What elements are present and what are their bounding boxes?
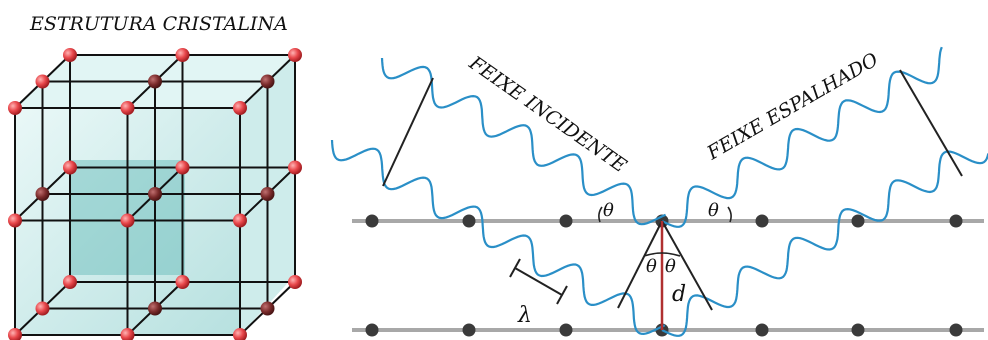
plane-atom [851,323,865,337]
lattice-atom [148,301,162,316]
lattice-atom [120,328,135,340]
wavelength-bracket-line [514,267,563,296]
plane-atom [559,214,573,228]
spacing-label: d [672,282,686,307]
plane-atom [559,323,573,337]
lattice-atom [35,74,50,89]
lattice-atom [8,328,22,340]
plane-atom [365,214,379,228]
plane-atoms [365,214,963,337]
scattered-wave-upper [661,46,943,228]
scattered-wavefront-line [899,69,963,177]
wave-paths [330,46,988,337]
bragg-diagram: FEIXE INCIDENTE FEIXE ESPALHADO θ θ θ θ … [330,46,988,337]
lattice-atom [35,187,50,201]
lattice-atom [288,160,302,175]
triangle-left-edge [617,220,663,309]
lattice-atom [63,275,77,289]
crystal-structure: ESTRUTURA CRISTALINA [8,13,302,340]
wavelength-tick-left [509,258,521,278]
plane-atom [949,323,963,337]
lattice-atom [233,328,247,340]
plane-atom [949,214,963,228]
plane-atom [365,323,379,337]
theta-label-right: θ [708,200,719,221]
lattice-atom [288,48,302,62]
lattice-atom [35,301,50,316]
lattice-atom [148,187,162,201]
incident-beam-label: FEIXE INCIDENTE [464,52,630,178]
plane-atom [755,214,769,228]
lattice-atom [260,187,275,201]
lattice-atom [233,213,247,228]
theta-label-inner-left: θ [646,256,657,277]
lattice-atom [175,160,190,175]
lattice-atom [148,74,162,89]
triangle-right-edge [661,220,713,311]
wavelength-label: λ [517,303,532,328]
lattice-atom [63,160,77,175]
wavelength-tick-right [556,285,568,305]
lattice-atom [233,101,247,115]
lattice-atom [8,101,22,115]
lattice-atom [175,275,190,289]
plane-atom [462,323,476,337]
plane-atom [462,214,476,228]
lattice-atoms [8,48,302,340]
lattice-atom [63,48,77,62]
lattice-atom [288,275,302,289]
scattered-wave-lower [661,150,988,337]
theta-label-inner-right: θ [665,256,676,277]
lattice-atom [260,74,275,89]
lattice-atom [175,48,190,62]
plane-atom [755,323,769,337]
lattice-atom [120,213,135,228]
crystal-title: ESTRUTURA CRISTALINA [29,13,288,35]
incident-wave-lower [330,139,666,336]
theta-arc-left [598,206,603,223]
lattice-atom [8,213,22,228]
theta-arc-inner [643,252,681,257]
lattice-atom [120,101,135,115]
theta-label-left: θ [603,200,614,221]
scattered-beam-label: FEIXE ESPALHADO [703,48,883,164]
lattice-atom [260,301,275,316]
incident-wave-upper [380,57,667,226]
incident-wavefront-line [382,77,434,187]
theta-arc-right [727,206,732,223]
plane-atom [851,214,865,228]
